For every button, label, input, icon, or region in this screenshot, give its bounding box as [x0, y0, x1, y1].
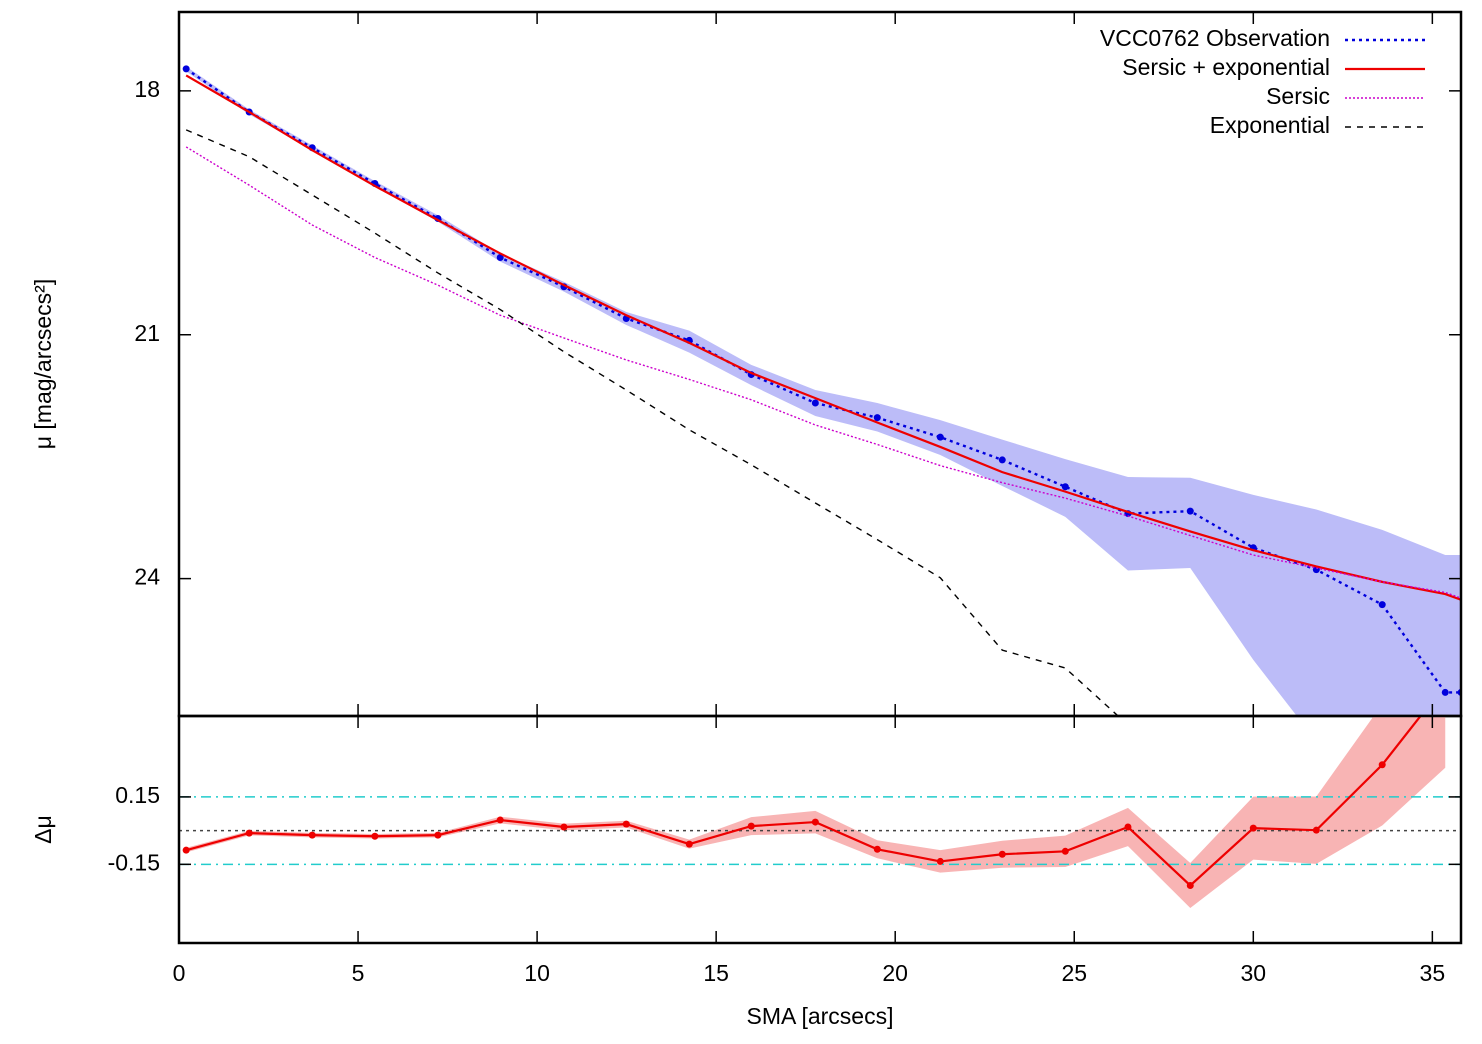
x-tick-label: 5	[352, 960, 365, 986]
data-point	[936, 433, 944, 441]
data-point	[1378, 761, 1386, 769]
data-point	[245, 829, 253, 837]
data-point	[182, 846, 190, 854]
data-point	[622, 820, 630, 828]
data-point	[747, 822, 755, 830]
data-point	[1124, 823, 1132, 831]
y-tick-label: 24	[134, 564, 160, 590]
y-axis-label: Δμ	[30, 815, 56, 844]
data-point	[873, 845, 881, 853]
y-tick-label: 18	[134, 76, 160, 102]
data-point	[685, 840, 693, 848]
y-tick-label: 0.15	[115, 782, 160, 808]
data-point	[371, 832, 379, 840]
data-point	[1061, 847, 1069, 855]
series-line	[185, 129, 1120, 716]
data-point	[1249, 824, 1257, 832]
data-point	[811, 399, 819, 407]
error-band	[186, 66, 1461, 716]
series-line	[185, 146, 1461, 599]
y-tick-label: -0.15	[108, 849, 160, 875]
data-point	[811, 818, 819, 826]
data-point	[496, 816, 504, 824]
data-point	[998, 850, 1006, 858]
y-axis-label: μ [mag/arcsecs²]	[30, 279, 56, 449]
data-point	[560, 823, 568, 831]
data-point	[1061, 483, 1069, 491]
x-tick-label: 20	[882, 960, 908, 986]
legend-label: Exponential	[1210, 112, 1330, 138]
data-point	[1441, 688, 1449, 696]
x-axis-label: SMA [arcsecs]	[747, 1003, 894, 1029]
x-tick-label: 25	[1061, 960, 1087, 986]
x-tick-label: 35	[1420, 960, 1446, 986]
legend-label: VCC0762 Observation	[1100, 25, 1330, 51]
x-tick-label: 30	[1241, 960, 1267, 986]
data-point	[496, 254, 504, 262]
legend-label: Sersic	[1266, 83, 1330, 109]
data-point	[182, 65, 190, 73]
data-point	[1312, 826, 1320, 834]
x-tick-label: 0	[173, 960, 186, 986]
data-point	[1186, 881, 1194, 889]
error-band	[186, 716, 1446, 908]
data-point	[1378, 601, 1386, 609]
data-point	[434, 831, 442, 839]
y-tick-label: 21	[134, 320, 160, 346]
x-tick-label: 15	[703, 960, 729, 986]
data-point	[873, 414, 881, 422]
plot-area	[179, 716, 1461, 908]
data-point	[1186, 507, 1194, 515]
data-point	[936, 857, 944, 865]
data-point	[998, 456, 1006, 464]
x-tick-label: 10	[524, 960, 550, 986]
series-line	[185, 74, 1461, 601]
plot-frame	[177, 714, 1463, 945]
data-point	[308, 831, 316, 839]
legend-label: Sersic + exponential	[1122, 54, 1330, 80]
plot-area	[182, 65, 1461, 716]
